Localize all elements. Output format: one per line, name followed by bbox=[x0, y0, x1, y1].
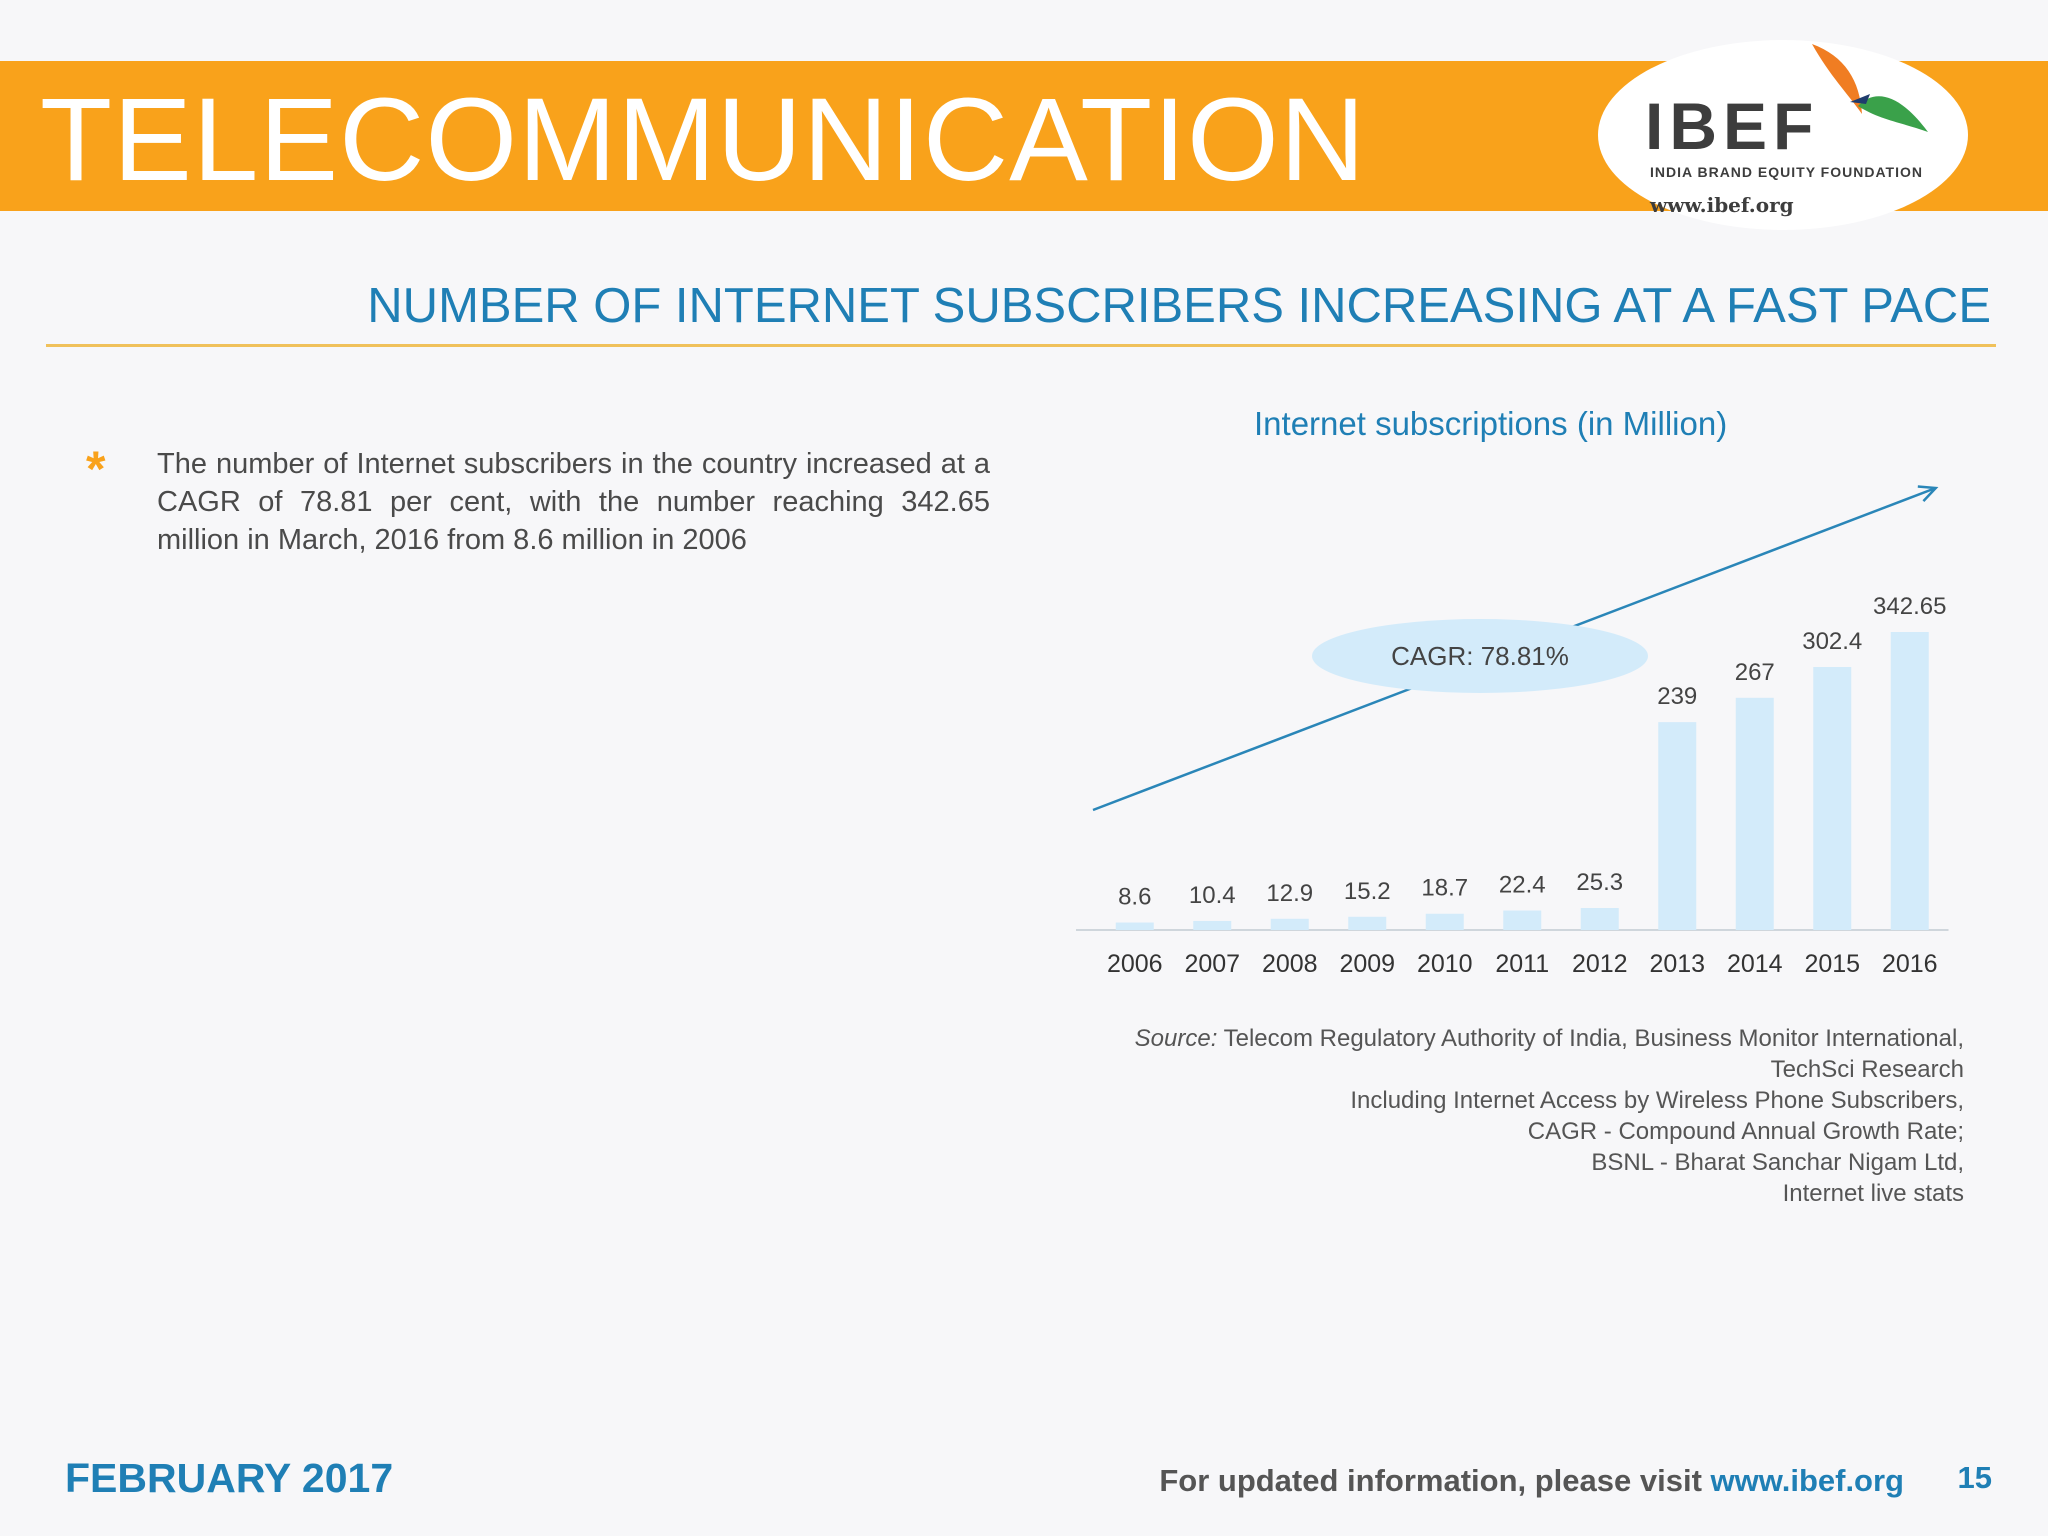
data-label: 18.7 bbox=[1421, 875, 1468, 902]
x-tick-label: 2009 bbox=[1339, 950, 1395, 978]
source-line: TechSci Research bbox=[1770, 1056, 1964, 1083]
source-line: Including Internet Access by Wireless Ph… bbox=[1350, 1087, 1964, 1114]
data-label: 25.3 bbox=[1576, 869, 1623, 896]
data-label: 267 bbox=[1735, 659, 1775, 686]
bar bbox=[1270, 918, 1309, 930]
footer-date: FEBRUARY 2017 bbox=[65, 1455, 394, 1501]
x-tick-label: 2016 bbox=[1882, 950, 1938, 978]
source-line: Internet live stats bbox=[1782, 1180, 1964, 1207]
page-title: TELECOMMUNICATION bbox=[40, 74, 1366, 206]
x-tick-label: 2010 bbox=[1417, 950, 1473, 978]
asterisk-bullet-icon: * bbox=[86, 441, 106, 497]
data-label: 22.4 bbox=[1499, 872, 1546, 899]
cagr-bubble bbox=[1312, 619, 1648, 693]
logo-wordmark: IBEF bbox=[1645, 89, 1820, 163]
heading-divider bbox=[46, 344, 1996, 347]
x-tick-label: 2011 bbox=[1495, 950, 1549, 978]
bar bbox=[1735, 697, 1774, 930]
bar bbox=[1503, 910, 1542, 930]
footer-link[interactable]: www.ibef.org bbox=[1710, 1463, 1904, 1498]
x-tick-label: 2006 bbox=[1107, 950, 1163, 978]
x-tick-label: 2013 bbox=[1649, 950, 1705, 978]
data-label: 239 bbox=[1657, 683, 1697, 710]
x-tick-label: 2015 bbox=[1804, 950, 1860, 978]
bar bbox=[1890, 632, 1929, 930]
bar bbox=[1658, 722, 1697, 930]
data-label: 342.65 bbox=[1873, 593, 1946, 620]
bird-logo-icon bbox=[1812, 44, 1928, 132]
data-label: 8.6 bbox=[1118, 884, 1151, 911]
logo-tagline: INDIA BRAND EQUITY FOUNDATION bbox=[1650, 164, 1923, 180]
bar bbox=[1348, 916, 1387, 930]
section-heading: NUMBER OF INTERNET SUBSCRIBERS INCREASIN… bbox=[367, 279, 1991, 333]
data-label: 12.9 bbox=[1266, 880, 1313, 907]
x-tick-label: 2014 bbox=[1727, 950, 1783, 978]
bar bbox=[1115, 922, 1154, 930]
arrow-head-icon bbox=[1917, 485, 1939, 502]
footer-visit-text: For updated information, please visit bbox=[1159, 1463, 1711, 1498]
source-label: Source: bbox=[1134, 1025, 1218, 1052]
logo-url: www.ibef.org bbox=[1650, 193, 1794, 217]
bar bbox=[1580, 907, 1619, 930]
data-label: 15.2 bbox=[1344, 878, 1391, 905]
chart-title: Internet subscriptions (in Million) bbox=[1254, 405, 1728, 442]
footer-visit: For updated information, please visit ww… bbox=[1159, 1463, 1904, 1499]
bar-chart: 8.6 2006 10.4 2007 12.9 2008 15.2 2009 18.7 2010 2… bbox=[1076, 485, 1949, 978]
bar bbox=[1813, 667, 1852, 930]
cagr-annotation: CAGR: 78.81% bbox=[1391, 641, 1569, 671]
x-tick-label: 2007 bbox=[1184, 950, 1240, 978]
data-label: 10.4 bbox=[1189, 882, 1236, 909]
bullet-text: The number of Internet subscribers in th… bbox=[157, 448, 990, 556]
data-label: 302.4 bbox=[1802, 628, 1862, 655]
page-number: 15 bbox=[1957, 1460, 1992, 1495]
source-line: CAGR - Compound Annual Growth Rate; bbox=[1527, 1118, 1964, 1145]
source-line: Telecom Regulatory Authority of India, B… bbox=[1223, 1025, 1964, 1052]
bar bbox=[1193, 920, 1232, 930]
source-notes: Source: Telecom Regulatory Authority of … bbox=[864, 1023, 1964, 1209]
bar bbox=[1425, 913, 1464, 930]
x-tick-label: 2008 bbox=[1262, 950, 1318, 978]
x-tick-label: 2012 bbox=[1572, 950, 1628, 978]
source-line: BSNL - Bharat Sanchar Nigam Ltd, bbox=[1591, 1149, 1964, 1176]
logo-background bbox=[1598, 40, 1968, 230]
